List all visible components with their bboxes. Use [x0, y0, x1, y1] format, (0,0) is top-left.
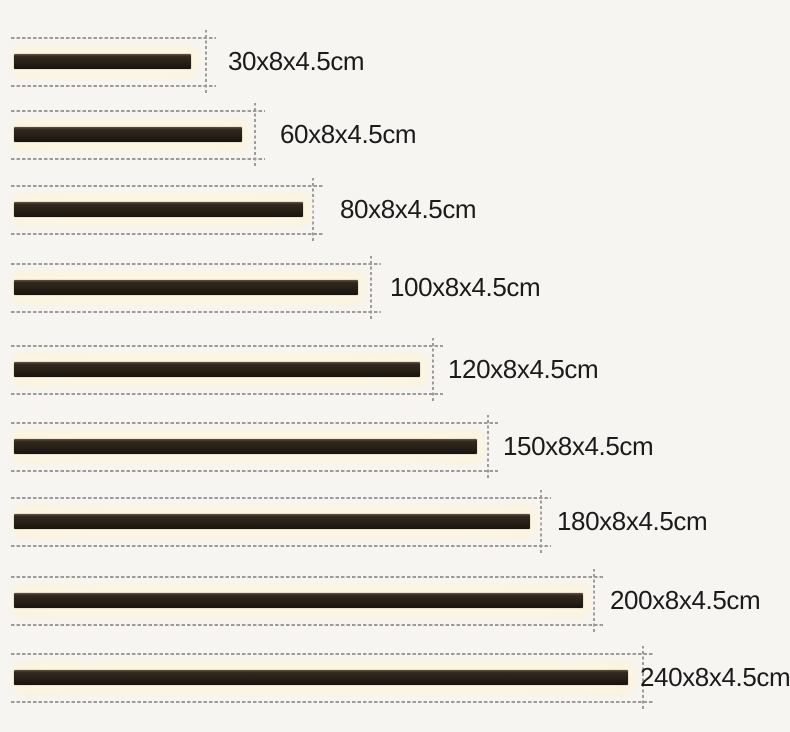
lamp-bar	[14, 439, 477, 454]
measure-end-tick	[370, 256, 372, 319]
measure-line-bottom	[11, 545, 551, 547]
lamp-bar	[14, 514, 530, 529]
measure-end-tick	[487, 415, 489, 478]
measure-line-bottom	[11, 233, 323, 235]
measure-end-tick	[642, 646, 644, 709]
size-label: 80x8x4.5cm	[340, 193, 477, 224]
measure-line-top	[11, 185, 323, 187]
lamp-bar	[14, 593, 583, 608]
measure-line-top	[11, 345, 443, 347]
measure-line-top	[11, 263, 381, 265]
measure-end-tick	[312, 178, 314, 241]
measure-line-top	[11, 422, 498, 424]
measure-end-tick	[432, 338, 434, 401]
size-label: 120x8x4.5cm	[448, 353, 599, 384]
measure-end-tick	[593, 569, 595, 632]
measure-line-bottom	[11, 158, 265, 160]
lamp-bar	[14, 54, 191, 69]
size-label: 200x8x4.5cm	[610, 584, 761, 615]
size-label: 150x8x4.5cm	[503, 430, 654, 461]
size-label: 240x8x4.5cm	[640, 661, 790, 692]
size-label: 60x8x4.5cm	[280, 118, 417, 149]
size-label: 100x8x4.5cm	[390, 271, 541, 302]
measure-line-bottom	[11, 701, 653, 703]
lamp-bar	[14, 670, 628, 685]
measure-line-top	[11, 37, 216, 39]
measure-line-top	[11, 497, 551, 499]
measure-line-bottom	[11, 470, 498, 472]
measure-end-tick	[254, 103, 256, 166]
measure-line-top	[11, 576, 604, 578]
measure-line-bottom	[11, 85, 216, 87]
measure-line-top	[11, 110, 265, 112]
size-label: 30x8x4.5cm	[228, 45, 365, 76]
measure-line-bottom	[11, 311, 381, 313]
measure-line-bottom	[11, 624, 604, 626]
measure-line-top	[11, 653, 653, 655]
lamp-bar	[14, 202, 303, 217]
lamp-bar	[14, 362, 420, 377]
lamp-bar	[14, 127, 242, 142]
size-label: 180x8x4.5cm	[557, 505, 708, 536]
measure-end-tick	[205, 30, 207, 93]
measure-end-tick	[540, 490, 542, 553]
lamp-bar	[14, 280, 358, 295]
measure-line-bottom	[11, 393, 443, 395]
